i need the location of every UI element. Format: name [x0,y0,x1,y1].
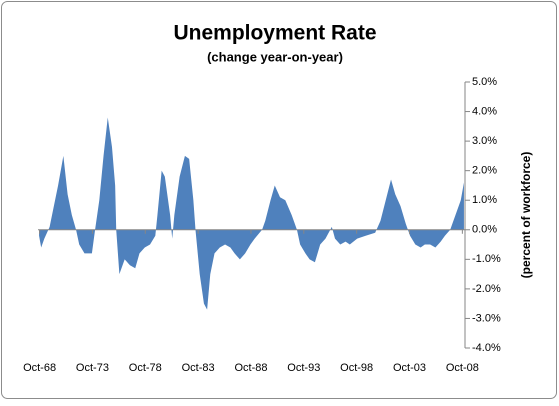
x-tick-label: Oct-98 [340,362,373,374]
x-tick-label: Oct-93 [287,362,320,374]
x-tick-label: Oct-08 [446,362,479,374]
y-tick-label: 3.0% [472,135,497,147]
x-tick-label: Oct-73 [76,362,109,374]
y-tick-label: -3.0% [472,312,501,324]
y-tick-label: -2.0% [472,283,501,295]
x-tick-label: Oct-68 [23,362,56,374]
y-axis-label: (percent of workforce) [519,152,533,279]
x-tick-label: Oct-83 [182,362,215,374]
chart-title: Unemployment Rate [173,22,376,45]
chart-subtitle: (change year-on-year) [207,49,343,64]
y-tick-label: 5.0% [472,76,497,88]
y-tick-label: -1.0% [472,253,501,265]
y-tick-label: 4.0% [472,105,497,117]
x-tick-label: Oct-78 [129,362,162,374]
y-tick-label: -4.0% [472,342,501,354]
y-tick-label: 1.0% [472,194,497,206]
y-tick-label: 0.0% [472,224,497,236]
x-tick-label: Oct-88 [234,362,267,374]
x-tick-label: Oct-03 [393,362,426,374]
y-tick-label: 2.0% [472,165,497,177]
